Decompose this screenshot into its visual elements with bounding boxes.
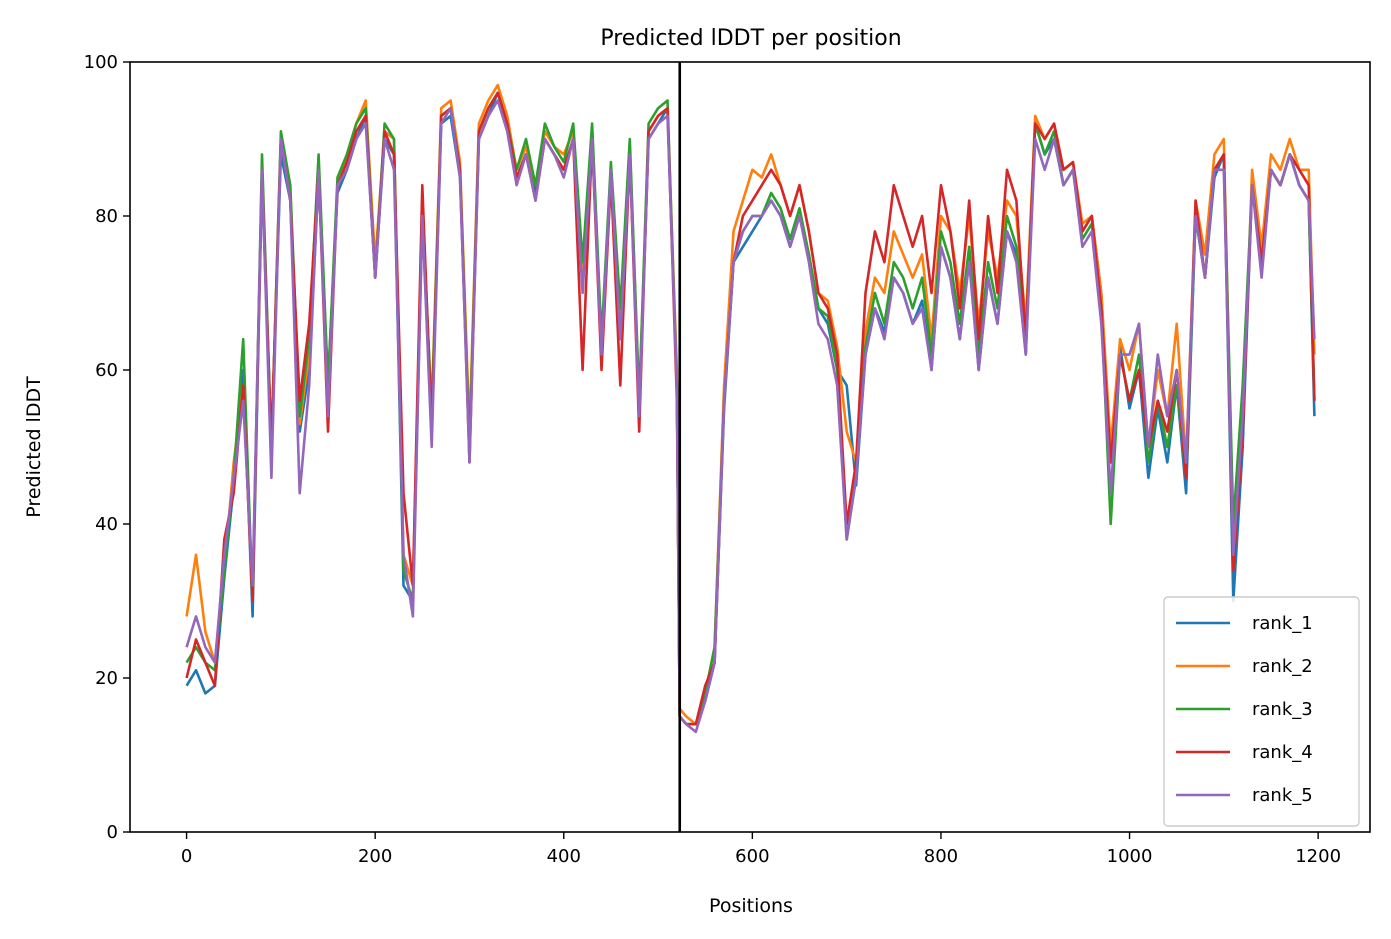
x-axis: 0 200 400 600 800 1000 1200 — [181, 832, 1341, 867]
x-tick-label: 400 — [547, 846, 581, 867]
x-tick-label: 200 — [358, 846, 392, 867]
x-axis-label: Positions — [709, 895, 793, 917]
y-axis: 0 20 40 60 80 100 — [84, 52, 130, 843]
series-line-rank-5 — [185, 99, 1316, 734]
y-tick-label: 20 — [95, 668, 118, 689]
y-tick-label: 100 — [84, 52, 118, 73]
legend-label-rank-2: rank_2 — [1252, 656, 1313, 677]
x-tick-label: 600 — [735, 846, 769, 867]
x-tick-label: 800 — [924, 846, 958, 867]
x-tick-label: 0 — [181, 846, 192, 867]
plot-series-layer — [185, 83, 1316, 734]
y-tick-label: 80 — [95, 206, 118, 227]
x-tick-label: 1200 — [1295, 846, 1341, 867]
plot-frame — [129, 61, 1371, 833]
x-tick-label: 1000 — [1107, 846, 1153, 867]
y-axis-label: Predicted lDDT — [23, 376, 45, 518]
legend-label-rank-5: rank_5 — [1252, 785, 1313, 806]
legend-label-rank-1: rank_1 — [1252, 613, 1313, 634]
legend-frame — [1163, 596, 1360, 827]
legend-label-rank-4: rank_4 — [1252, 742, 1313, 763]
chart-title: Predicted lDDT per position — [600, 26, 901, 51]
legend-label-rank-3: rank_3 — [1252, 699, 1313, 720]
y-tick-label: 40 — [95, 514, 118, 535]
y-tick-label: 60 — [95, 360, 118, 381]
y-tick-label: 0 — [107, 822, 118, 843]
legend: rank_1 rank_2 rank_3 rank_4 rank_5 — [1163, 596, 1360, 827]
